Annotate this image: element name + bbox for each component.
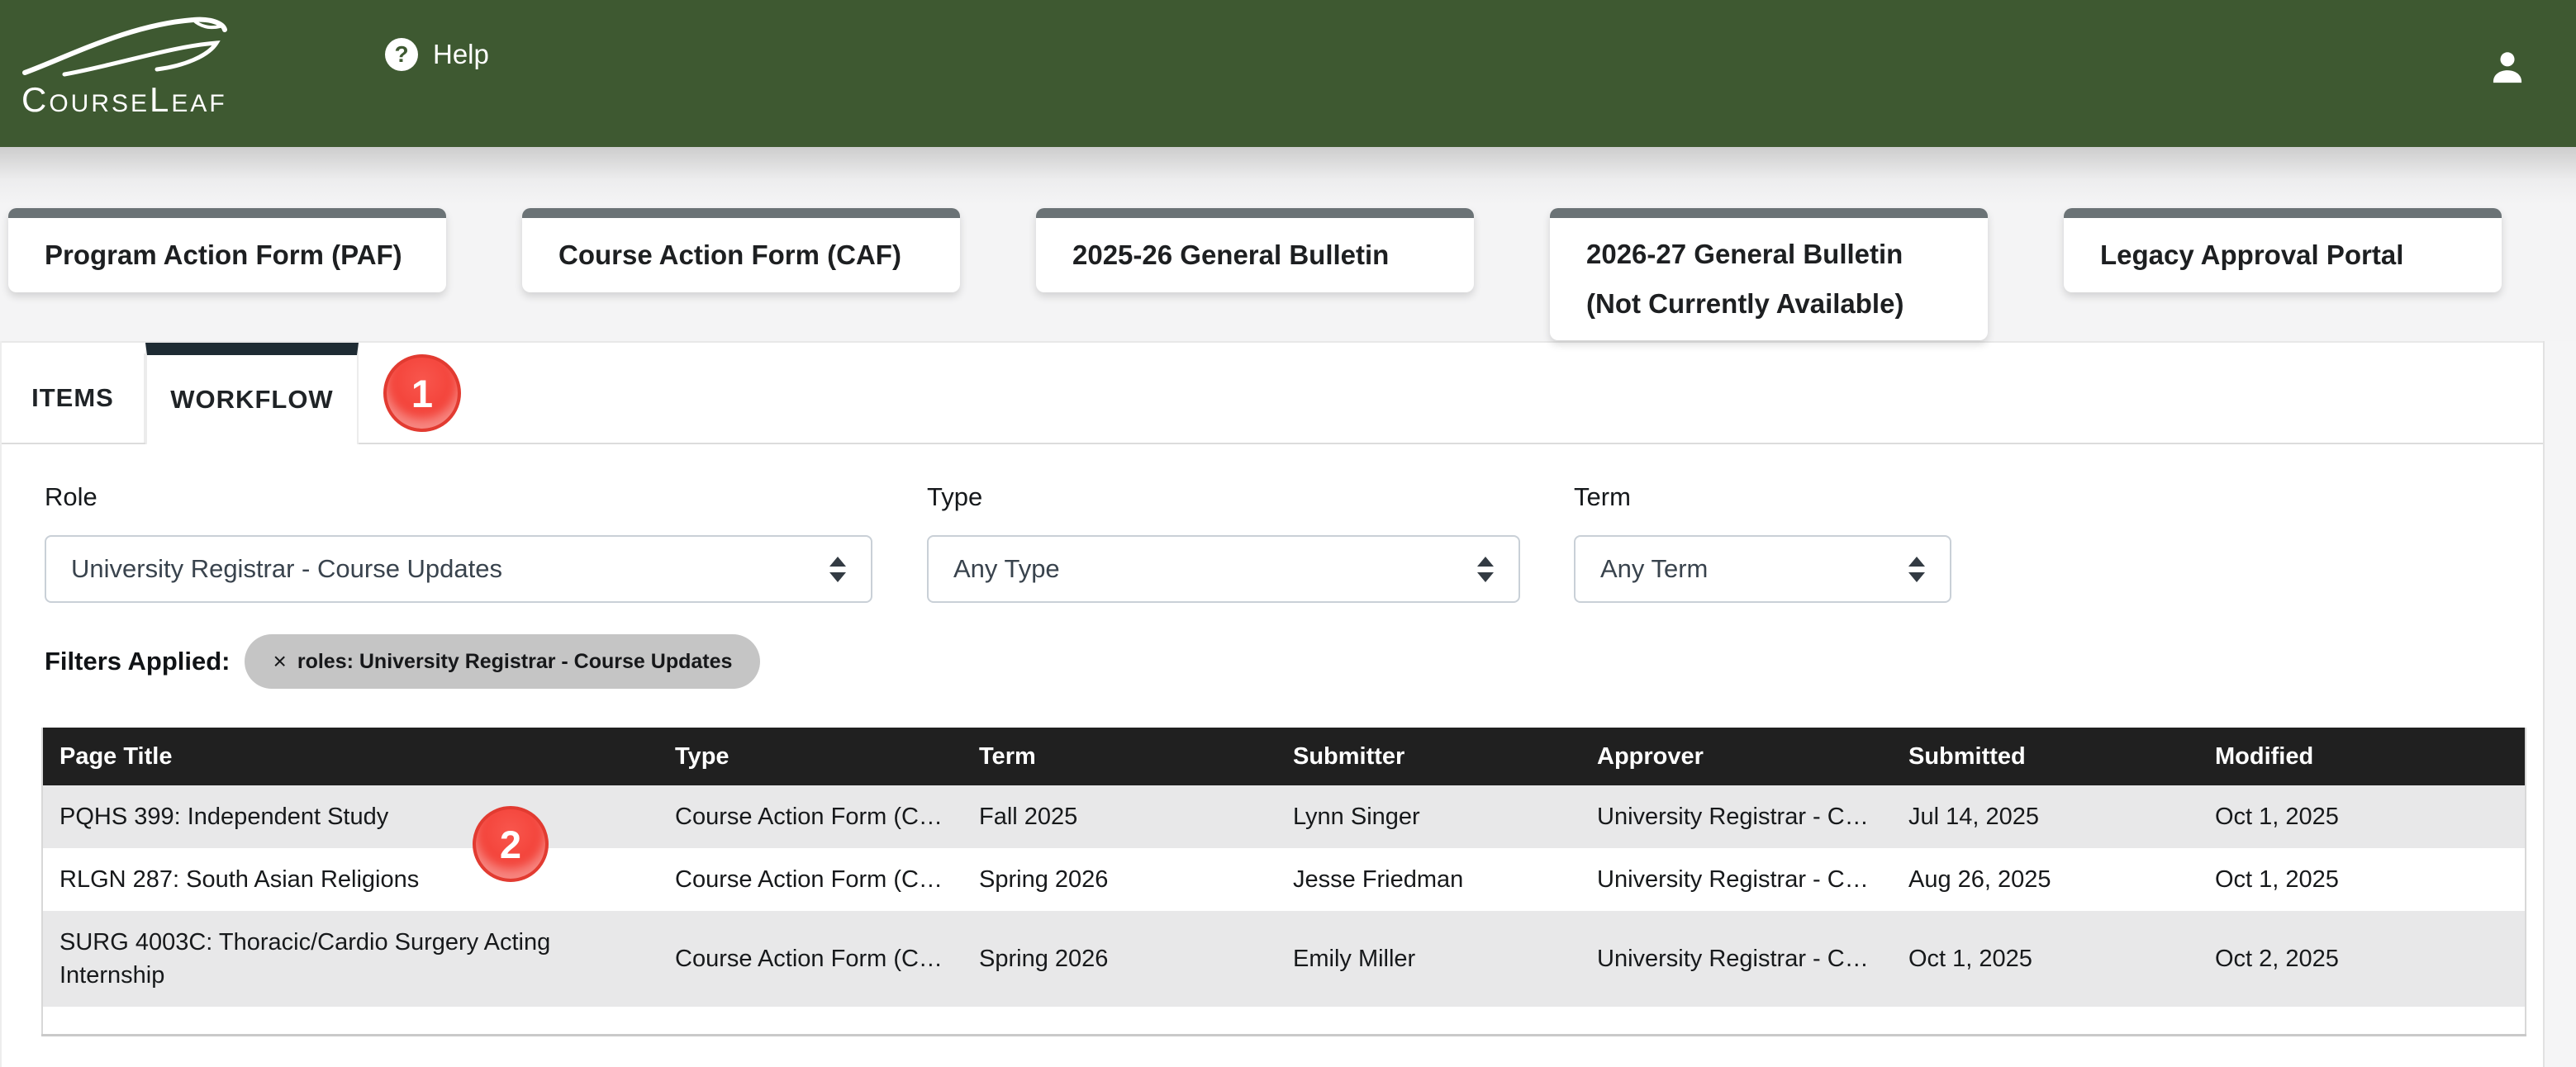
cell-submitter: Emily Miller — [1293, 946, 1416, 972]
workflow-table: Page Title Type Term Submitter Approver … — [41, 728, 2526, 1036]
person-icon — [2487, 52, 2528, 91]
select-stepper-icon — [829, 556, 846, 582]
logo-wordmark: COURSELEAF — [21, 80, 227, 119]
cell-modified: Oct 1, 2025 — [2215, 866, 2339, 893]
main-row: ITEMS WORKFLOW Role University Registrar… — [0, 341, 2576, 1067]
type-label: Type — [927, 482, 983, 511]
tab-label: WORKFLOW — [170, 385, 334, 414]
tab-items[interactable]: ITEMS — [2, 353, 145, 443]
nav-card-label: Legacy Approval Portal — [2100, 239, 2404, 270]
type-select-value: Any Type — [953, 554, 1060, 583]
role-label: Role — [45, 482, 97, 511]
table-empty-row — [42, 1007, 2526, 1035]
chip-text: roles: University Registrar - Course Upd… — [297, 649, 733, 673]
cell-approver: University Registrar - C… — [1597, 946, 1869, 972]
filters-applied-label: Filters Applied: — [45, 647, 231, 676]
filters-applied-row: Filters Applied: × roles: University Reg… — [45, 634, 2543, 689]
cell-approver: University Registrar - C… — [1597, 804, 1869, 830]
workflow-tab-panel: Role University Registrar - Course Updat… — [2, 482, 2543, 1036]
table-row[interactable]: PQHS 399: Independent Study Course Actio… — [42, 785, 2526, 848]
nav-cards-row: Program Action Form (PAF) Course Action … — [0, 208, 2576, 340]
role-select-value: University Registrar - Course Updates — [71, 554, 503, 583]
select-stepper-icon — [1477, 556, 1494, 582]
col-modified: Modified — [2198, 728, 2526, 785]
cell-term: Fall 2025 — [979, 804, 1078, 830]
app-header: COURSELEAF ? Help — [0, 0, 2576, 147]
col-page-title: Page Title — [42, 728, 658, 785]
nav-card-bulletin-2026-27[interactable]: 2026-27 General Bulletin (Not Currently … — [1550, 208, 1988, 340]
term-label: Term — [1574, 482, 1631, 511]
col-type: Type — [658, 728, 962, 785]
cell-page-title: PQHS 399: Independent Study — [59, 804, 389, 830]
nav-card-label: 2026-27 General Bulletin (Not Currently … — [1586, 239, 1904, 319]
cell-type: Course Action Form (C… — [675, 804, 943, 830]
cell-submitted: Oct 1, 2025 — [1908, 946, 2032, 972]
filter-group-term: Term Any Term — [1574, 482, 1951, 603]
term-select-value: Any Term — [1600, 554, 1709, 583]
cell-term: Spring 2026 — [979, 946, 1109, 972]
col-approver: Approver — [1580, 728, 1892, 785]
annotation-badge-1: 1 — [383, 354, 461, 432]
table-row[interactable]: RLGN 287: South Asian Religions Course A… — [42, 848, 2526, 911]
type-select[interactable]: Any Type — [927, 535, 1520, 603]
filter-group-role: Role University Registrar - Course Updat… — [45, 482, 872, 603]
filter-chip-roles[interactable]: × roles: University Registrar - Course U… — [245, 634, 761, 689]
term-select[interactable]: Any Term — [1574, 535, 1951, 603]
cell-submitter: Jesse Friedman — [1293, 866, 1464, 893]
leaf-swoosh-icon — [21, 10, 236, 81]
nav-card-legacy-portal[interactable]: Legacy Approval Portal — [2064, 208, 2502, 292]
annotation-badge-2: 2 — [473, 806, 549, 882]
cell-page-title: SURG 4003C: Thoracic/Cardio Surgery Acti… — [59, 929, 551, 989]
filters-row: Role University Registrar - Course Updat… — [45, 482, 2543, 603]
cell-term: Spring 2026 — [979, 866, 1109, 893]
help-button[interactable]: ? Help — [385, 38, 489, 71]
page-background-band: Program Action Form (PAF) Course Action … — [0, 147, 2576, 341]
user-account-button[interactable] — [2487, 46, 2528, 88]
nav-card-paf[interactable]: Program Action Form (PAF) — [8, 208, 446, 292]
table-header: Page Title Type Term Submitter Approver … — [42, 728, 2526, 785]
cell-page-title: RLGN 287: South Asian Religions — [59, 866, 420, 893]
courseleaf-logo[interactable]: COURSELEAF — [21, 10, 236, 134]
role-select[interactable]: University Registrar - Course Updates — [45, 535, 872, 603]
select-stepper-icon — [1908, 556, 1925, 582]
cell-type: Course Action Form (C… — [675, 946, 943, 972]
cell-approver: University Registrar - C… — [1597, 866, 1869, 893]
nav-card-bulletin-2025-26[interactable]: 2025-26 General Bulletin — [1036, 208, 1474, 292]
cell-modified: Oct 2, 2025 — [2215, 946, 2339, 972]
table-row[interactable]: SURG 4003C: Thoracic/Cardio Surgery Acti… — [42, 911, 2526, 1007]
col-term: Term — [962, 728, 1276, 785]
col-submitter: Submitter — [1276, 728, 1580, 785]
cell-submitted: Jul 14, 2025 — [1908, 804, 2040, 830]
nav-card-caf[interactable]: Course Action Form (CAF) — [522, 208, 960, 292]
help-question-icon: ? — [385, 38, 418, 71]
help-label: Help — [433, 39, 489, 69]
tab-label: ITEMS — [31, 383, 114, 412]
chip-remove-icon[interactable]: × — [273, 648, 287, 674]
cell-modified: Oct 1, 2025 — [2215, 804, 2339, 830]
col-submitted: Submitted — [1892, 728, 2198, 785]
tab-workflow[interactable]: WORKFLOW — [145, 343, 359, 444]
main-panel: ITEMS WORKFLOW Role University Registrar… — [0, 341, 2545, 1067]
nav-card-label: Program Action Form (PAF) — [45, 239, 402, 270]
cell-type: Course Action Form (C… — [675, 866, 943, 893]
nav-card-label: Course Action Form (CAF) — [558, 239, 901, 270]
cell-submitted: Aug 26, 2025 — [1908, 866, 2051, 893]
cell-submitter: Lynn Singer — [1293, 804, 1420, 830]
filter-group-type: Type Any Type — [927, 482, 1520, 603]
nav-card-label: 2025-26 General Bulletin — [1072, 239, 1390, 270]
